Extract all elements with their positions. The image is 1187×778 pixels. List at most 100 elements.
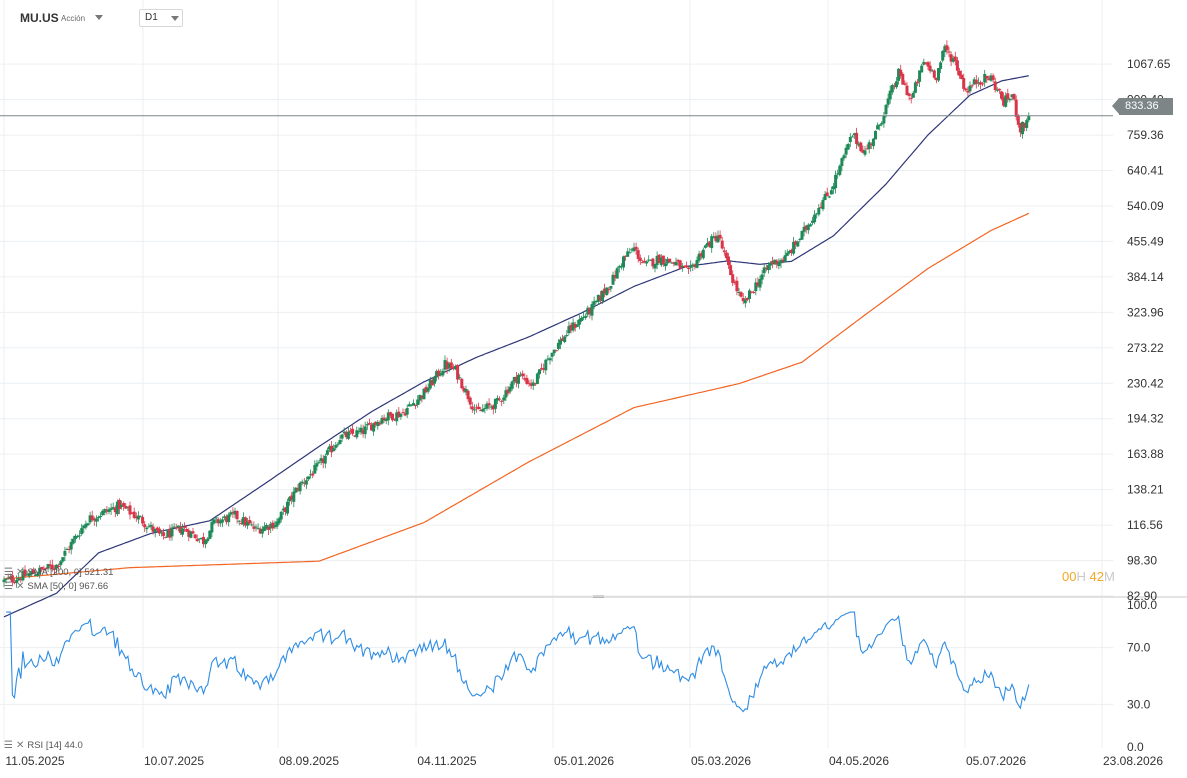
settings-icon[interactable]: ☰ bbox=[4, 580, 13, 592]
candle-body bbox=[139, 516, 142, 518]
legend-rsi[interactable]: ☰ ✕ RSI [14] 44.0 bbox=[4, 740, 83, 751]
candle-body bbox=[892, 85, 896, 87]
candle-body bbox=[134, 516, 138, 519]
candle-body bbox=[901, 74, 905, 85]
candle-body bbox=[519, 374, 523, 376]
candle-body bbox=[926, 62, 930, 67]
candle-body bbox=[65, 549, 69, 551]
candle-body bbox=[855, 132, 859, 145]
candle-body bbox=[328, 446, 331, 450]
candle-body bbox=[567, 326, 571, 334]
candle-body bbox=[145, 527, 149, 530]
candle-body bbox=[292, 491, 296, 502]
candle-body bbox=[342, 431, 346, 434]
candle-body bbox=[1023, 122, 1027, 128]
candle-body bbox=[506, 389, 510, 394]
symbol-name: MU.US bbox=[20, 11, 59, 25]
rsi-tick-label: 0.0 bbox=[1127, 740, 1144, 754]
candle-body bbox=[491, 405, 495, 410]
candle-body bbox=[951, 58, 955, 62]
candle-body bbox=[88, 515, 92, 523]
candle-body bbox=[216, 519, 220, 524]
rsi-path bbox=[6, 611, 1030, 713]
candle-body bbox=[1021, 121, 1024, 135]
legend-sma200[interactable]: ☰ ✕ SMA [200, 0] 521.31 bbox=[4, 567, 113, 578]
candle-body bbox=[737, 291, 741, 293]
candle-body bbox=[949, 54, 953, 62]
candle-body bbox=[309, 474, 313, 476]
candle-body bbox=[447, 363, 451, 369]
candle-body bbox=[863, 150, 867, 155]
candle-body bbox=[472, 409, 476, 411]
candle-body bbox=[84, 523, 88, 528]
candle-body bbox=[655, 255, 659, 266]
sma-50-line bbox=[3, 75, 1029, 618]
candle-body bbox=[653, 263, 657, 269]
candle-body bbox=[90, 515, 94, 521]
x-tick-label: 05.07.2026 bbox=[966, 754, 1026, 768]
candle-body bbox=[533, 383, 537, 385]
candle-body bbox=[829, 190, 833, 195]
close-icon[interactable]: ✕ bbox=[15, 566, 25, 578]
candle-body bbox=[433, 376, 436, 384]
candle-body bbox=[880, 122, 884, 125]
candle-body bbox=[181, 528, 184, 535]
candle-body bbox=[762, 267, 766, 274]
candle-body bbox=[972, 79, 976, 85]
candle-body bbox=[69, 542, 73, 550]
chevron-down-icon[interactable] bbox=[95, 15, 103, 20]
candle-body bbox=[907, 93, 911, 96]
candle-body bbox=[464, 389, 468, 393]
timeframe-select[interactable]: D1 bbox=[139, 9, 183, 27]
candle-body bbox=[451, 367, 455, 369]
candle-body bbox=[760, 274, 764, 280]
candle-body bbox=[462, 388, 466, 392]
candle-body bbox=[823, 194, 827, 201]
close-icon[interactable]: ✕ bbox=[15, 580, 25, 592]
candle-body bbox=[911, 92, 915, 98]
candle-body bbox=[886, 98, 890, 105]
candle-body bbox=[827, 196, 831, 198]
legend-sma50[interactable]: ☰ ✕ SMA [50, 0] 967.66 bbox=[4, 581, 108, 592]
candle-body bbox=[699, 253, 703, 257]
candle-body bbox=[260, 528, 264, 534]
candle-body bbox=[122, 503, 126, 507]
candle-body bbox=[960, 74, 964, 80]
candle-body bbox=[916, 81, 919, 84]
candle-body bbox=[487, 403, 491, 406]
y-tick-label: 194.32 bbox=[1127, 412, 1164, 426]
candle-body bbox=[1012, 93, 1016, 100]
candle-body bbox=[909, 97, 913, 99]
candle-body bbox=[712, 236, 716, 239]
candle-body bbox=[920, 65, 924, 73]
candle-body bbox=[794, 241, 798, 245]
candle-body bbox=[370, 424, 373, 431]
candle-body bbox=[449, 362, 453, 369]
candle-body bbox=[365, 424, 369, 426]
candle-body bbox=[94, 518, 98, 522]
candle-body bbox=[588, 307, 592, 314]
candle-body bbox=[550, 352, 554, 357]
candle-body bbox=[466, 390, 470, 400]
candle-body bbox=[71, 538, 75, 544]
candle-body bbox=[913, 82, 917, 93]
close-icon[interactable]: ✕ bbox=[15, 739, 25, 751]
settings-icon[interactable]: ☰ bbox=[4, 566, 13, 578]
candle-body bbox=[840, 158, 844, 167]
candle-body bbox=[300, 481, 304, 484]
candle-body bbox=[67, 548, 71, 550]
candle-body bbox=[118, 499, 121, 510]
candle-body bbox=[254, 526, 258, 528]
candle-body bbox=[790, 250, 793, 253]
settings-icon[interactable]: ☰ bbox=[4, 739, 13, 751]
candle-body bbox=[781, 259, 785, 262]
candle-body bbox=[865, 148, 869, 150]
candle-body bbox=[603, 288, 607, 294]
candle-body bbox=[682, 266, 686, 268]
candle-body bbox=[985, 75, 989, 79]
countdown-m-label: M bbox=[1103, 569, 1115, 584]
candle-body bbox=[277, 518, 281, 524]
candle-countdown: 00H 42M bbox=[1062, 569, 1115, 584]
candle-body bbox=[470, 406, 474, 410]
